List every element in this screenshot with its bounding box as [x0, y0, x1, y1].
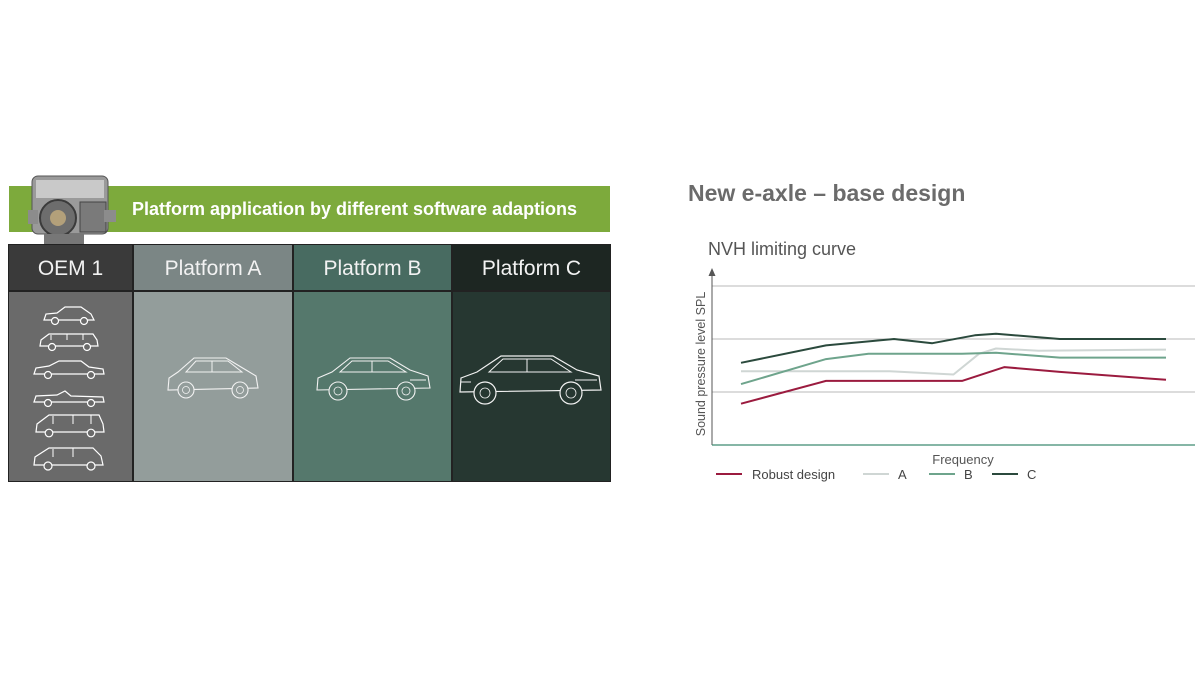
- y-axis-label: Sound pressure level SPL: [694, 292, 708, 437]
- series-line-c: [740, 332, 1166, 364]
- estate-icon: [33, 447, 104, 471]
- legend-label: Robust design: [752, 467, 835, 482]
- series-line-a: [741, 347, 1167, 376]
- sedan-icon: [33, 360, 105, 380]
- e-axle-motor-image: [28, 175, 116, 244]
- wagon-icon: [39, 333, 99, 352]
- series-line-robust-design: [740, 366, 1167, 405]
- legend-label: B: [964, 467, 973, 482]
- luxury-sedan-icon: [459, 355, 602, 405]
- van-icon: [35, 414, 105, 438]
- hatchback-icon: [43, 306, 95, 326]
- chart-subtitle: NVH limiting curve: [708, 239, 856, 259]
- header-oem-1: OEM 1: [8, 244, 133, 291]
- header-platform-b: Platform B: [293, 244, 452, 291]
- hatchback-icon: [167, 357, 259, 399]
- series-line-b: [740, 351, 1166, 386]
- banner-title: Platform application by different softwa…: [132, 199, 578, 219]
- sedan-icon: [316, 357, 431, 401]
- platform-c-column: [452, 291, 611, 482]
- chart-title: New e-axle – base design: [688, 180, 966, 206]
- legend-label: C: [1027, 467, 1036, 482]
- convertible-icon: [33, 390, 105, 408]
- banner: [9, 186, 610, 232]
- y-axis-arrow-icon: [708, 268, 716, 276]
- nvh-chart: NVH limiting curve Frequency Sound press…: [694, 239, 1195, 482]
- platform-b-column: [293, 291, 452, 482]
- header-platform-a: Platform A: [133, 244, 293, 291]
- header-platform-c: Platform C: [452, 244, 611, 291]
- platform-a-column: [133, 291, 293, 482]
- legend-label: A: [898, 467, 907, 482]
- x-axis-label: Frequency: [932, 452, 994, 467]
- oem-1-vehicle-column: [8, 291, 133, 482]
